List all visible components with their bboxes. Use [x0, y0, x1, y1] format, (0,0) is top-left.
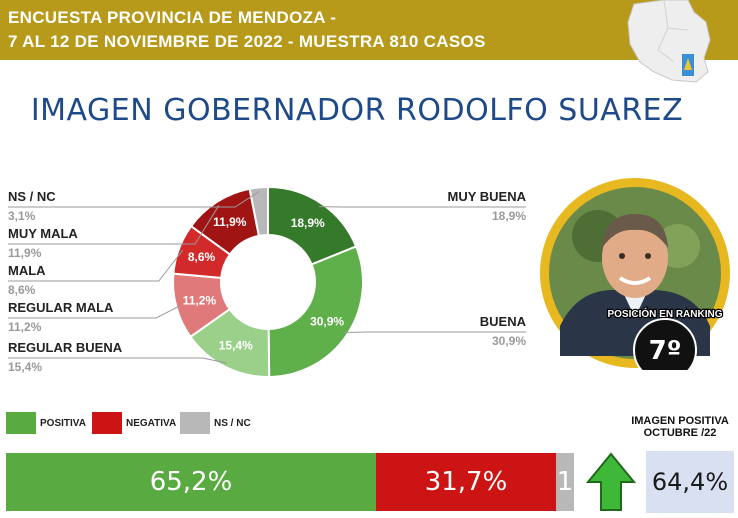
category-label-muy-buena: MUY BUENA [448, 189, 527, 204]
arrow-up-icon [586, 452, 636, 511]
summary-bar-positiva: 65,2% [6, 453, 376, 511]
category-label-regular-buena: REGULAR BUENA [8, 340, 123, 355]
ranking-value: 7º [649, 336, 682, 366]
legend-label-ns-nc: NS / NC [214, 417, 251, 429]
page-title: IMAGEN GOBERNADOR RODOLFO SUAREZ [30, 93, 684, 128]
legend-label-positiva: POSITIVA [40, 417, 86, 429]
slice-label-regular-mala: 11,2% [183, 294, 217, 308]
category-label-buena: BUENA [480, 314, 527, 329]
category-label-regular-mala: REGULAR MALA [8, 300, 114, 315]
category-label-ns-nc: NS / NC [8, 189, 56, 204]
leader-line-mala [8, 249, 184, 282]
leader-line-ns-nc [8, 191, 260, 208]
summary-bar-ns-nc-label: 3,1% [556, 467, 574, 497]
leader-line-muy-mala [8, 205, 220, 245]
category-value-ns-nc: 3,1% [8, 209, 36, 223]
summary-bar-negativa-label: 31,7% [424, 467, 508, 497]
legend-swatch-ns-nc [180, 412, 210, 434]
leader-line-regular-buena [8, 357, 227, 364]
donut-slice-ns-nc [248, 185, 269, 238]
slice-label-mala: 8,6% [188, 250, 216, 264]
category-label-muy-mala: MUY MALA [8, 226, 78, 241]
imagen-positiva-period: OCTUBRE /22 [643, 427, 717, 439]
governor-photo: POSICIÓN EN RANKING 7º [540, 178, 730, 370]
slice-label-muy-mala: 11,9% [213, 215, 247, 229]
category-value-buena: 30,9% [492, 334, 526, 348]
imagen-positiva-value: 64,4% [646, 451, 734, 513]
header-banner: ENCUESTA PROVINCIA DE MENDOZA - 7 AL 12 … [0, 0, 738, 60]
slice-label-muy-buena: 18,9% [291, 216, 325, 230]
summary-bar-positiva-label: 65,2% [149, 467, 233, 497]
legend-swatch-positiva [6, 412, 36, 434]
category-label-mala: MALA [8, 263, 46, 278]
category-value-regular-buena: 15,4% [8, 360, 42, 374]
legend-ns-nc: NS / NC [180, 411, 251, 435]
category-value-muy-mala: 11,9% [8, 246, 42, 260]
header-title-line1: ENCUESTA PROVINCIA DE MENDOZA - [8, 8, 337, 27]
ranking-label: POSICIÓN EN RANKING [607, 307, 722, 320]
summary-bar-negativa: 31,7% [376, 453, 556, 511]
legend-label-negativa: NEGATIVA [126, 417, 177, 429]
summary-bar-ns-nc: 3,1% [556, 453, 574, 511]
leader-line-regular-mala [8, 305, 181, 319]
category-value-mala: 8,6% [8, 283, 36, 297]
legend-positiva: POSITIVA [6, 411, 86, 435]
donut-slice-buena [267, 245, 364, 379]
legend-negativa: NEGATIVA [92, 411, 176, 435]
mendoza-map-icon [627, 0, 711, 83]
imagen-positiva-title: IMAGEN POSITIVA [631, 415, 729, 427]
category-value-muy-buena: 18,9% [492, 209, 526, 223]
legend-swatch-negativa [92, 412, 122, 434]
slice-label-buena: 30,9% [310, 314, 344, 328]
donut-chart: 18,9% 30,9% 15,4% 11,2% 8,6% 11,9% MUY BUENA 18… [8, 185, 527, 379]
header-title-line2: 7 AL 12 DE NOVIEMBRE DE 2022 - MUESTRA 8… [8, 32, 486, 51]
imagen-positiva-heading: IMAGEN POSITIVA OCTUBRE /22 [622, 415, 738, 439]
category-value-regular-mala: 11,2% [8, 320, 42, 334]
slice-label-regular-buena: 15,4% [219, 338, 253, 352]
